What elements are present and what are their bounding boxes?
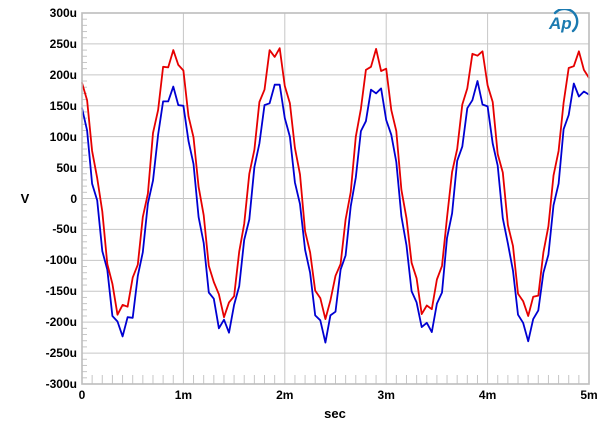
y-axis-tick-labels: 300u 250u 200u 150u 100u 50u 0 -50u -100u -150u -2… (0, 0, 77, 433)
y-axis-tick-label: -150u (45, 284, 77, 299)
y-axis-tick-label: 200u (49, 67, 77, 82)
y-axis-tick-label: 100u (49, 129, 77, 144)
y-axis-tick-label: 300u (49, 6, 77, 20)
logo-text: Ap (548, 14, 572, 33)
y-axis-tick-label: 250u (49, 36, 77, 51)
x-axis-tick-label: 5m (580, 388, 598, 402)
y-axis-tick-label: 150u (49, 98, 77, 113)
x-axis-tick-label: 1m (174, 388, 193, 402)
y-axis-tick-label: -250u (45, 346, 77, 361)
plot-frame (81, 12, 590, 385)
audio-precision-logo-icon: Ap (548, 9, 579, 33)
y-axis-title: V (20, 191, 30, 206)
y-axis-tick-label: 0 (70, 191, 77, 206)
y-axis-tick-label: -300u (45, 377, 77, 391)
blue-trace (81, 80, 590, 344)
x-axis-tick-label: 3m (377, 388, 395, 402)
logo-swoosh-arc (553, 9, 579, 33)
y-axis-tick-label: 50u (56, 160, 77, 175)
x-axis-tick-labels: 0 1m 2m 3m 4m 5m (0, 388, 600, 404)
y-axis-tick-label: -50u (52, 222, 77, 237)
x-axis-tick-label: 2m (276, 388, 294, 402)
x-axis-tick-label: 0 (78, 388, 86, 402)
red-trace (81, 47, 590, 321)
x-axis-tick-label: 4m (478, 388, 497, 402)
y-axis-tick-label: -200u (45, 315, 77, 330)
x-axis-title: sec (324, 406, 346, 421)
y-axis-tick-label: -100u (45, 253, 77, 268)
